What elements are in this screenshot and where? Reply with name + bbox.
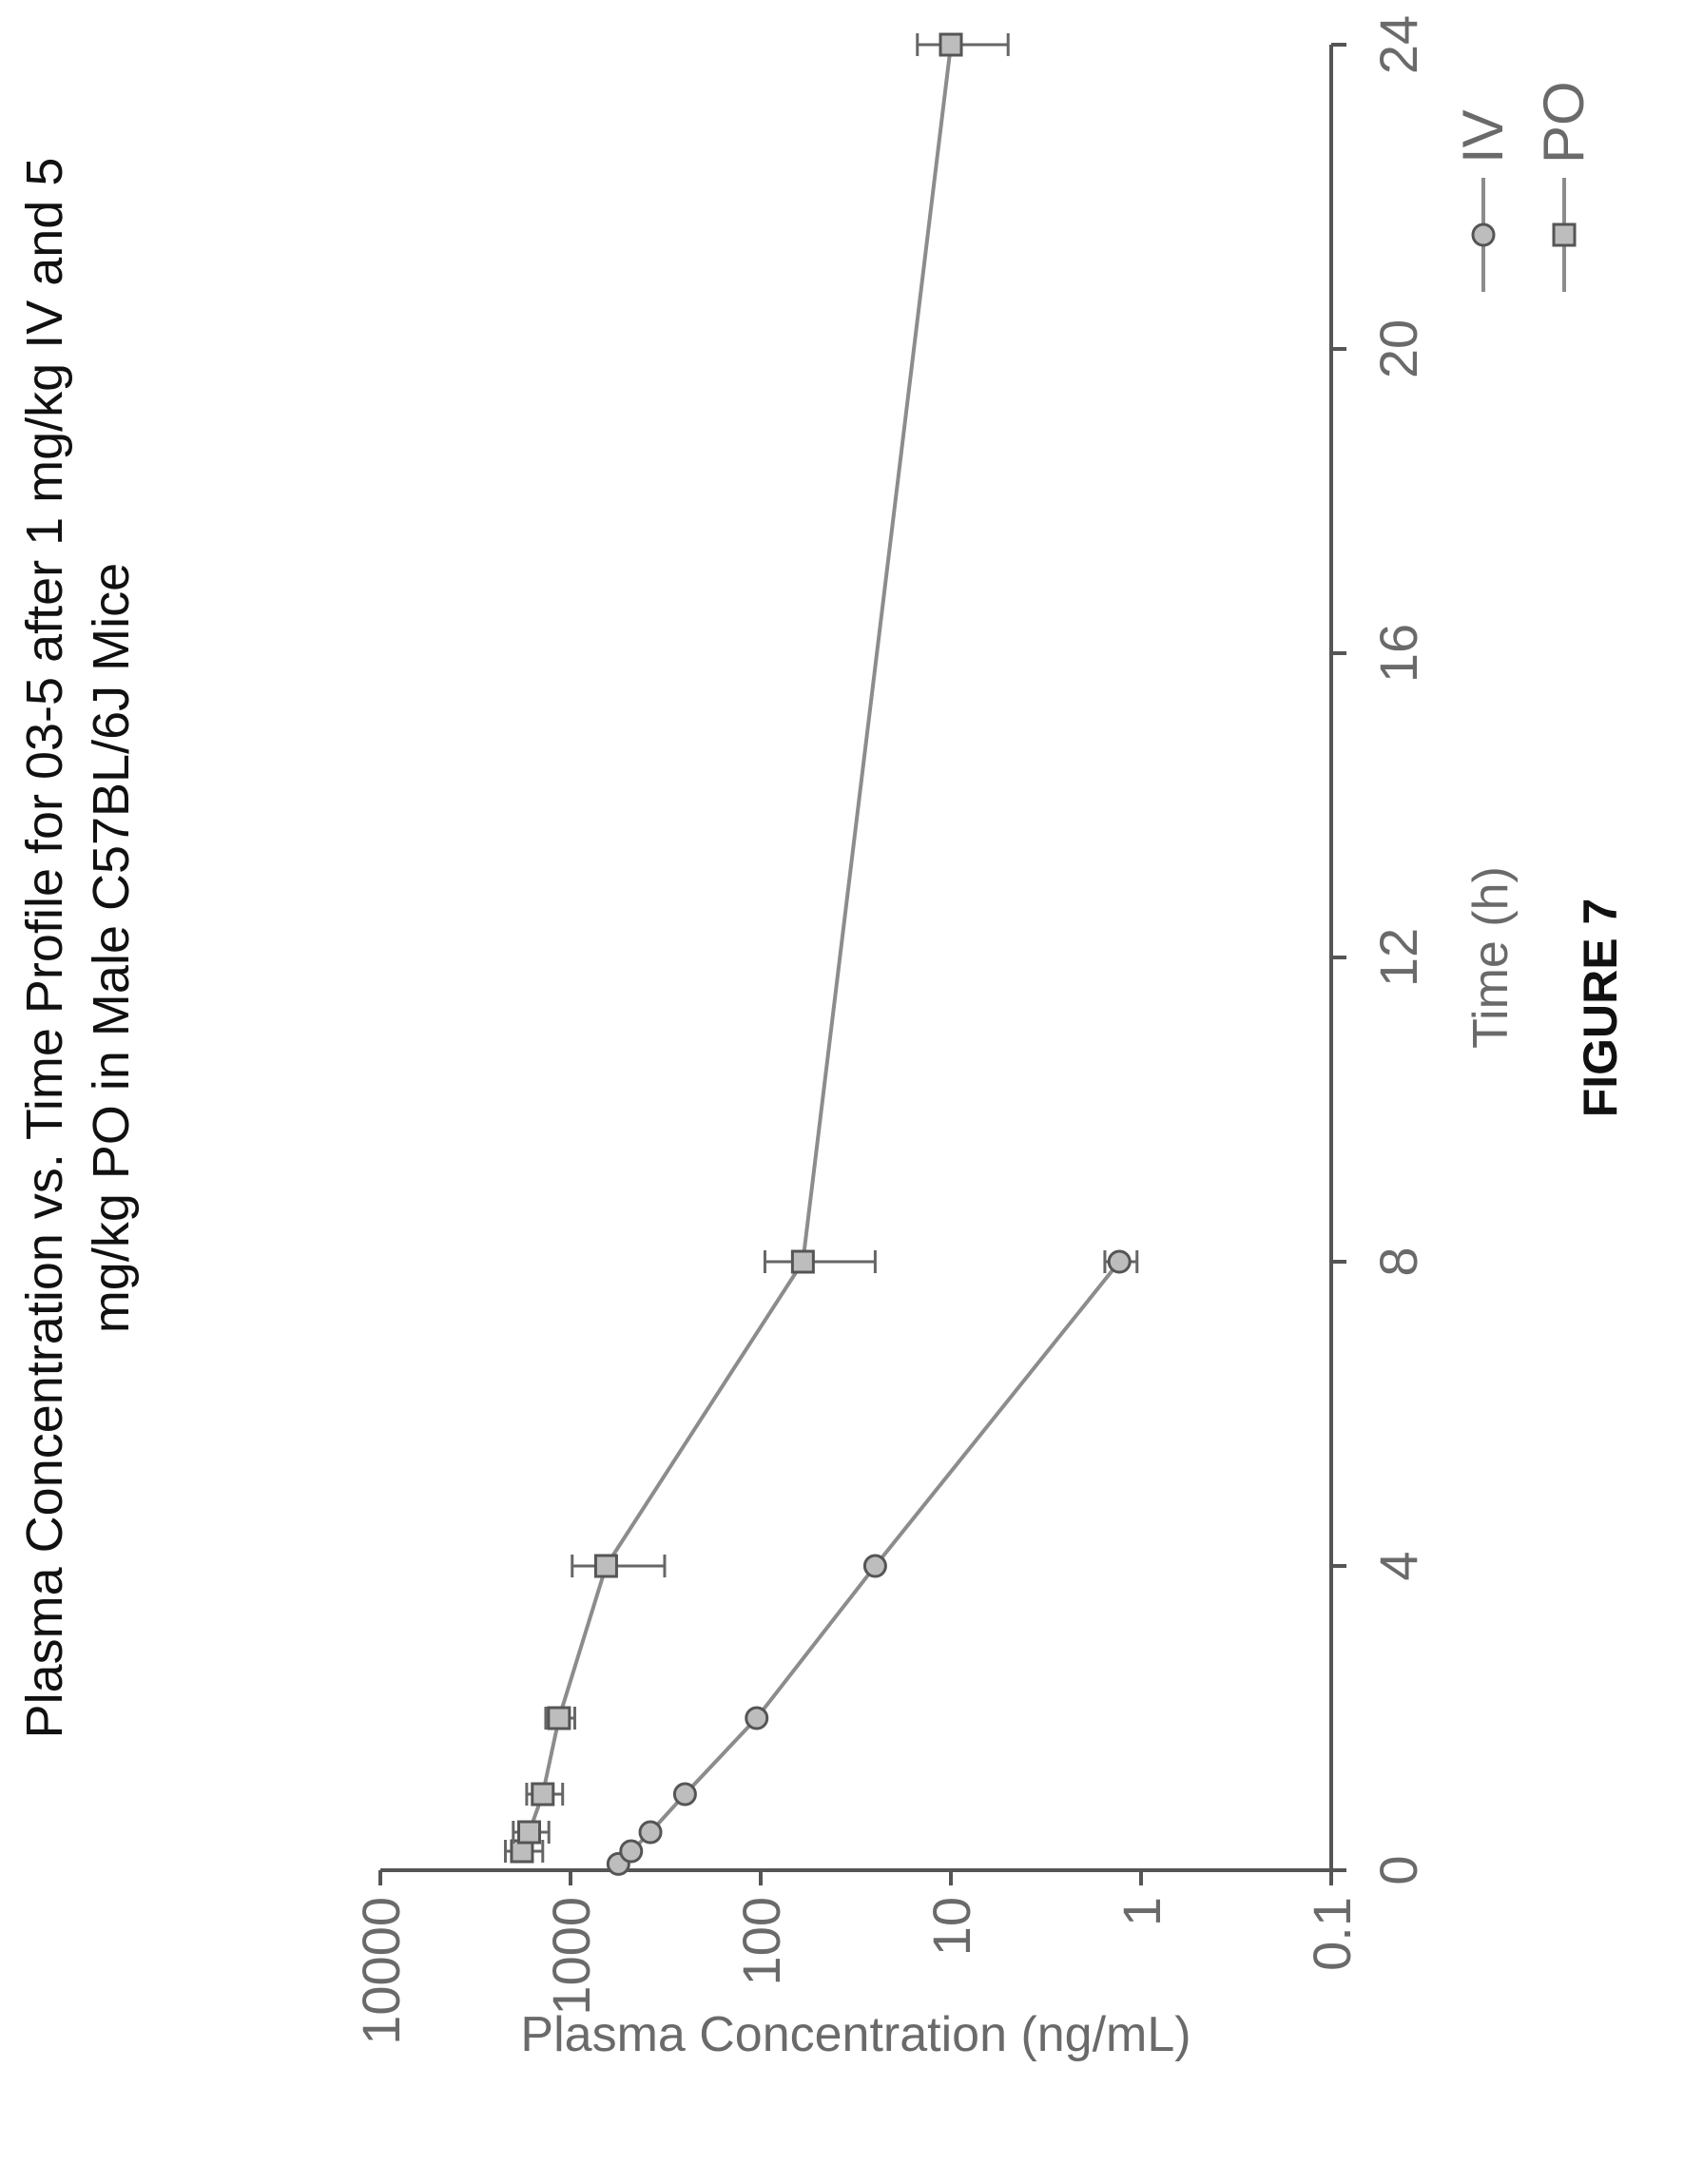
x-axis-label: Time (h) bbox=[1463, 866, 1519, 1049]
series-po-point bbox=[790, 1249, 815, 1274]
series-po-point bbox=[939, 32, 963, 57]
legend-po-swatch-marker bbox=[1552, 222, 1577, 247]
series-po-point bbox=[547, 1706, 571, 1730]
chart-title-line-1: Plasma Concentration vs. Time Profile fo… bbox=[16, 158, 73, 1739]
series-po-line bbox=[520, 44, 953, 1852]
x-tick-label: 4 bbox=[1368, 1551, 1428, 1580]
y-tick-label: 0.1 bbox=[1302, 1897, 1362, 1971]
x-tick-label: 24 bbox=[1368, 15, 1428, 74]
series-iv-point bbox=[672, 1782, 697, 1807]
series-po-point bbox=[531, 1782, 555, 1807]
series-iv-point bbox=[1107, 1249, 1132, 1274]
y-tick-label: 100 bbox=[731, 1897, 791, 1985]
y-tick-label: 10 bbox=[921, 1897, 981, 1956]
series-layer bbox=[504, 32, 1139, 1876]
series-po-point bbox=[593, 1554, 618, 1578]
series-po bbox=[504, 32, 1010, 1864]
y-axis-label: Plasma Concentration (ng/mL) bbox=[520, 2007, 1190, 2062]
chart-rotated-group: Plasma Concentration vs. Time Profile fo… bbox=[16, 15, 1596, 2062]
legend-po-label: PO bbox=[1532, 81, 1596, 164]
chart-title-line-2: mg/kg PO in Male C57BL/6J Mice bbox=[83, 563, 140, 1333]
series-iv bbox=[606, 1249, 1139, 1876]
legend-iv-swatch-marker bbox=[1471, 222, 1496, 247]
x-axis-ticks: 0 4 8 12 16 20 24 bbox=[1331, 15, 1428, 1885]
x-tick-label: 20 bbox=[1368, 319, 1428, 378]
x-tick-label: 12 bbox=[1368, 928, 1428, 987]
y-tick-label: 1000 bbox=[541, 1897, 601, 2016]
x-tick-label: 8 bbox=[1368, 1247, 1428, 1276]
y-axis-ticks: 0.1 1 10 100 1000 10000 bbox=[351, 1870, 1362, 2045]
legend-iv-label: IV bbox=[1451, 109, 1515, 164]
figure-label: FIGURE 7 bbox=[1574, 899, 1627, 1118]
y-tick-label: 10000 bbox=[351, 1897, 411, 2045]
x-tick-label: 0 bbox=[1368, 1855, 1428, 1884]
series-po-point bbox=[517, 1820, 542, 1845]
series-iv-point bbox=[745, 1706, 769, 1730]
series-iv-point bbox=[862, 1554, 887, 1578]
series-iv-point bbox=[638, 1820, 663, 1845]
y-tick-label: 1 bbox=[1112, 1897, 1171, 1926]
chart-legend: IV PO bbox=[1451, 81, 1596, 292]
x-tick-label: 16 bbox=[1368, 624, 1428, 683]
series-iv-point bbox=[619, 1839, 644, 1864]
